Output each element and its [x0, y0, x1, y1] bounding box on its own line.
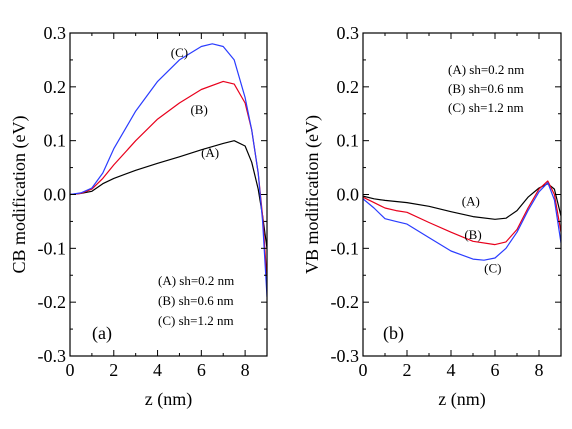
series-line-c [70, 43, 267, 297]
panel-a: 0 2 4 6 8 -0.3 -0.2 -0.1 0.0 0.1 0.2 0.3 z (nm) CB mo… [9, 23, 268, 410]
curve-label: (C) [171, 45, 188, 60]
series-line-a [70, 140, 267, 249]
y-tick-label: -0.2 [331, 292, 360, 312]
y-tick-label: -0.3 [38, 346, 67, 366]
legend-entry: (C) sh=1.2 nm [158, 313, 234, 328]
panel-label: (a) [92, 323, 112, 344]
x-tick-label: 6 [491, 360, 500, 380]
panel-b: 0 2 4 6 8 -0.3 -0.2 -0.1 0.0 0.1 0.2 0.3 z (nm) VB mo… [302, 23, 562, 410]
y-tick-label: 0.1 [337, 131, 360, 151]
y-tick-label: 0.3 [44, 23, 67, 43]
x-tick-label: 0 [359, 360, 368, 380]
y-tick-label: 0.2 [337, 77, 360, 97]
legend-entry: (C) sh=1.2 nm [448, 100, 524, 115]
y-tick-label: 0.0 [337, 185, 360, 205]
y-axis-label: CB modification (eV) [9, 116, 30, 274]
x-tick-label: 2 [109, 360, 118, 380]
y-tick-label: 0.1 [44, 131, 67, 151]
legend-entry: (A) sh=0.2 nm [448, 62, 524, 77]
x-axis-label: z (nm) [145, 389, 192, 410]
x-axis-label: z (nm) [438, 389, 485, 410]
series-line-b [363, 180, 561, 246]
y-tick-label: 0.3 [337, 23, 360, 43]
x-tick-label: 4 [153, 360, 162, 380]
legend-entry: (A) sh=0.2 nm [158, 273, 234, 288]
panel-label: (b) [383, 323, 404, 344]
series-line-b [70, 80, 267, 281]
x-tick-label: 4 [447, 360, 456, 380]
x-tick-label: 2 [403, 360, 412, 380]
y-axis-label: VB modification (eV) [302, 115, 323, 274]
y-tick-label: -0.1 [38, 238, 67, 258]
y-tick-label: 0.2 [44, 77, 67, 97]
legend-entry: (B) sh=0.6 nm [158, 293, 234, 308]
y-tick-label: -0.3 [331, 346, 360, 366]
curve-label: (A) [201, 145, 219, 160]
y-tick-label: 0.0 [44, 185, 67, 205]
curve-label: (A) [462, 193, 480, 208]
x-tick-label: 6 [197, 360, 206, 380]
x-tick-label: 8 [535, 360, 544, 380]
x-tick-label: 8 [241, 360, 250, 380]
y-tick-label: -0.2 [38, 292, 67, 312]
curve-label: (C) [484, 261, 501, 276]
series-line-c [363, 182, 561, 261]
x-tick-label: 0 [66, 360, 75, 380]
legend-entry: (B) sh=0.6 nm [448, 81, 524, 96]
y-tick-label: -0.1 [331, 238, 360, 258]
curve-label: (B) [464, 227, 481, 242]
curve-label: (B) [190, 102, 207, 117]
